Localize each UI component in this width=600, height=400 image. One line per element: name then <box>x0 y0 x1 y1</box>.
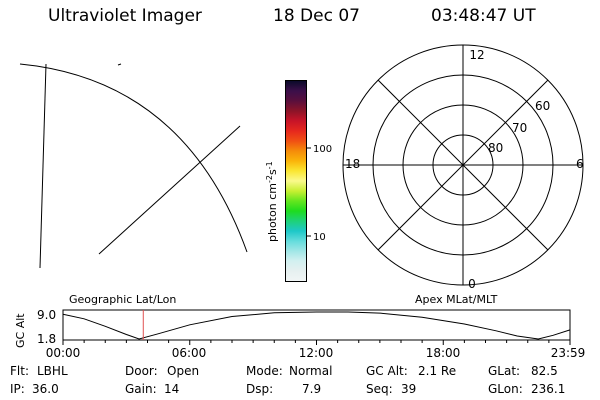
colorbar-unit-label: photon cm-2s-1 <box>265 161 279 242</box>
orbit-altitude-line <box>62 311 570 340</box>
timeline-frame <box>62 309 571 341</box>
time-label: 03:48:47 UT <box>431 6 536 26</box>
polar-mlt-0: 0 <box>468 277 476 291</box>
door-label: Door: <box>125 364 158 378</box>
flt-label: Flt: <box>10 364 29 378</box>
timeline-xtick-1: 06:00 <box>172 346 207 360</box>
timeline-left-title: Geographic Lat/Lon <box>69 293 176 306</box>
glat-label: GLat: <box>488 364 521 378</box>
polar-mlt-12: 12 <box>469 48 484 62</box>
polar-mlt-6: 6 <box>576 157 584 171</box>
ip-value: 36.0 <box>32 382 59 396</box>
timeline-xtick-4: 23:59 <box>551 346 586 360</box>
glon-label: GLon: <box>488 382 523 396</box>
polar-diagonal-2 <box>377 79 549 251</box>
dsp-value: 7.9 <box>302 382 322 396</box>
gain-value: 14 <box>164 382 180 396</box>
glat-value: 82.5 <box>531 364 558 378</box>
polar-lat-80: 80 <box>488 141 503 155</box>
geo-latitude-line <box>98 125 241 255</box>
instrument-title: Ultraviolet Imager <box>48 6 202 26</box>
timeline-xtick-0: 00:00 <box>46 346 81 360</box>
timeline-right-title: Apex MLat/MLT <box>415 293 498 306</box>
gain-label: Gain: <box>125 382 157 396</box>
seq-value: 39 <box>401 382 417 396</box>
seq-label: Seq: <box>366 382 393 396</box>
dsp-label: Dsp: <box>246 382 274 396</box>
geo-tick-mark <box>117 63 122 66</box>
polar-lat-70: 70 <box>512 121 527 135</box>
geo-boundary-arc <box>19 63 248 253</box>
timeline-y-label: GC Alt <box>14 313 27 348</box>
flt-value: LBHL <box>37 364 68 378</box>
date-label: 18 Dec 07 <box>273 6 360 26</box>
timeline-ytick-bottom: 1.8 <box>37 332 56 346</box>
geo-meridian-line <box>39 63 47 269</box>
colorbar-tick-100: 100 <box>313 144 332 155</box>
timeline-xtick-3: 18:00 <box>426 346 461 360</box>
polar-lat-60: 60 <box>535 99 550 113</box>
timeline-xtick-2: 12:00 <box>299 346 334 360</box>
colorbar-tick-10: 10 <box>313 232 326 243</box>
ip-label: IP: <box>10 382 25 396</box>
timeline-ytick-top: 9.0 <box>37 308 56 322</box>
timeline-x-ticks <box>62 340 571 345</box>
door-value: Open <box>167 364 200 378</box>
intensity-colorbar <box>285 80 307 282</box>
glon-value: 236.1 <box>531 382 566 396</box>
gcalt-label: GC Alt: <box>366 364 408 378</box>
gcalt-value: 2.1 Re <box>418 364 457 378</box>
mode-value: Normal <box>289 364 333 378</box>
mode-label: Mode: <box>246 364 283 378</box>
polar-mlt-18: 18 <box>345 157 360 171</box>
